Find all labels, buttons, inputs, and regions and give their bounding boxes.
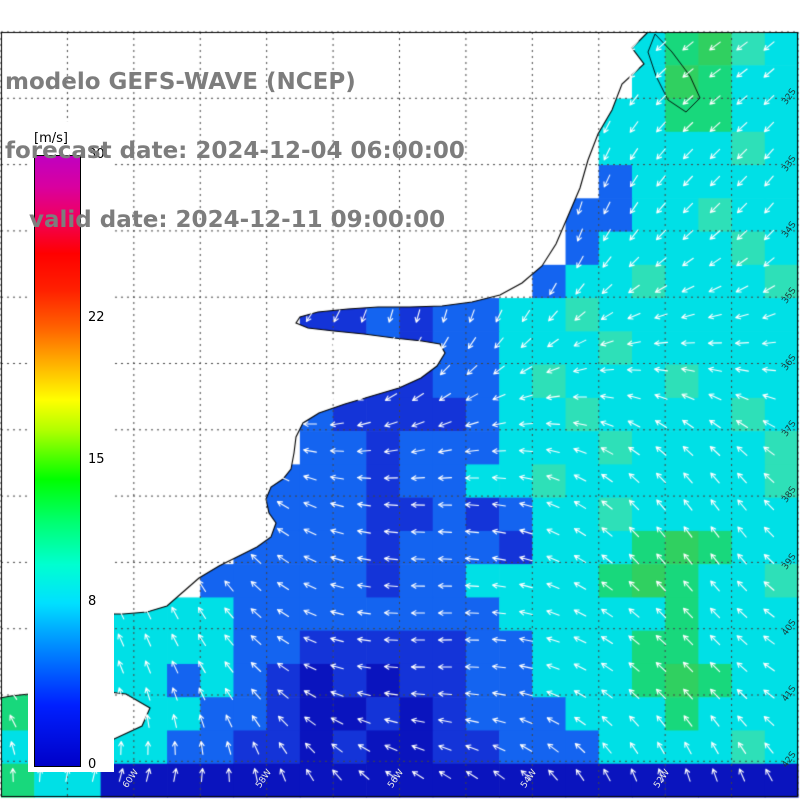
colorbar-tick: 8 xyxy=(88,594,97,610)
colorbar-tick: 0 xyxy=(88,757,97,772)
map-header: modelo GEFS-WAVE (NCEP) forecast date: 2… xyxy=(5,25,465,278)
colorbar-tick: 22 xyxy=(88,309,105,325)
colorbar-tick: 15 xyxy=(88,452,105,467)
colorbar-tick: 30 xyxy=(88,147,105,162)
forecast-date: forecast date: 2024-12-04 06:00:00 xyxy=(5,138,465,164)
colorbar-unit-label: [m/s] xyxy=(34,131,68,146)
model-title: modelo GEFS-WAVE (NCEP) xyxy=(5,69,356,95)
valid-date: valid date: 2024-12-11 09:00:00 xyxy=(5,207,446,233)
colorbar xyxy=(34,155,81,767)
